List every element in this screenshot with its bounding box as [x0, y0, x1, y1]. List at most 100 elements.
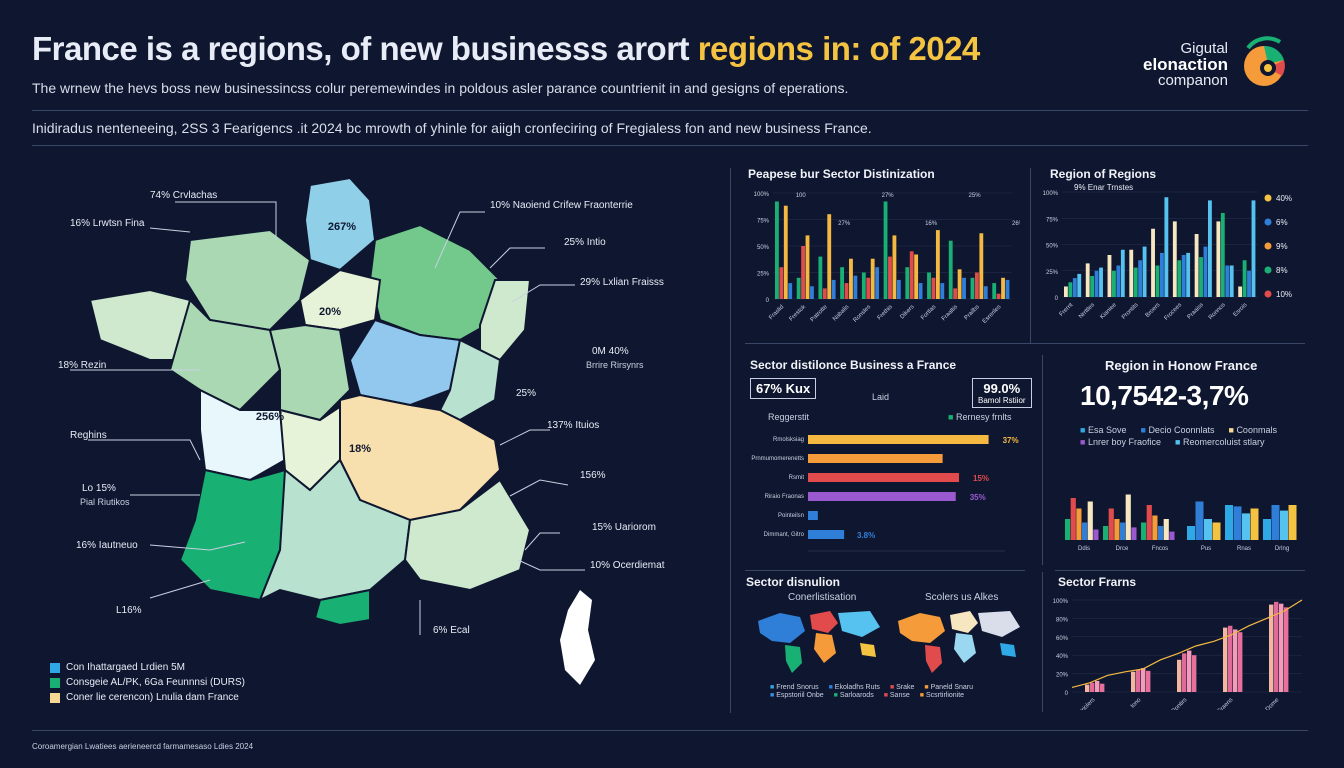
bar: [827, 214, 832, 299]
panel-title: Region in Honow France: [1105, 358, 1258, 373]
map-label: Pial Riutikos: [80, 497, 130, 507]
x-tick-label: Drce: [1116, 546, 1129, 552]
stat-box-right: 99.0% Bamol Rstiior: [972, 378, 1032, 408]
legend-item: ■ Coonmals: [1228, 425, 1277, 435]
bar: [953, 288, 958, 299]
legend-dot: [1264, 218, 1272, 226]
data-label: 27%: [838, 221, 851, 227]
y-tick-label: 60%: [1056, 636, 1069, 642]
x-tick-label: Iono: [1130, 697, 1143, 710]
bar: [861, 272, 866, 299]
bar: [914, 254, 919, 299]
map-label: 16% Iautneuo: [76, 540, 138, 551]
stat-mid: Laid: [872, 392, 890, 402]
bar: [1195, 501, 1204, 540]
bar: [1186, 252, 1191, 297]
page-title: France is a regions, of new businesss ar…: [32, 30, 980, 67]
map-title: Scolers us Alkes: [925, 592, 999, 603]
chart-subtitle: Reggerstit: [768, 412, 810, 422]
legend-swatch: [50, 677, 60, 688]
bar: [1005, 279, 1010, 299]
y-tick-label: 25%: [757, 272, 770, 278]
bar: [927, 272, 931, 299]
brand-logo: Gigutal elonaction companon: [1143, 36, 1296, 94]
bar: [1108, 508, 1114, 540]
region-south: [258, 458, 412, 603]
panel-title: Sector Frarns: [1058, 575, 1137, 589]
bar: [1158, 526, 1164, 540]
legend-item: Consgeie AL/PK, 6Ga Feunnnsi (DURS): [50, 675, 245, 690]
divider: [32, 145, 1308, 146]
bar: [1250, 508, 1259, 540]
map-label: 137% Ituios: [547, 420, 600, 431]
bar: [1233, 506, 1242, 540]
data-label: 37%: [1003, 436, 1019, 445]
bar: [1288, 505, 1297, 540]
divider: [1042, 355, 1043, 565]
map-label: L16%: [116, 605, 142, 616]
x-tick-label: Dikers: [899, 304, 915, 320]
x-tick-label: Pus: [1201, 546, 1211, 552]
bar: [1194, 234, 1199, 297]
big-kpi: 10,7542-3,7%: [1080, 380, 1249, 411]
chart-p2: 0 25% 50% 75% 100% Frernt Nrrttles Kianiee Pront…: [1043, 183, 1292, 322]
bar: [948, 240, 953, 299]
bar: [1114, 519, 1120, 540]
bar: [1099, 267, 1103, 297]
bar: [940, 283, 945, 299]
bar: [783, 205, 788, 299]
bar: [1160, 252, 1164, 297]
region-burgundy: [348, 318, 462, 407]
divider: [745, 343, 1305, 344]
bar: [1177, 659, 1182, 692]
bar: [1220, 213, 1225, 297]
bar: [1208, 200, 1212, 297]
page-description: Inidiradus nenteneeing, 2SS 3 Fearigencs…: [32, 120, 872, 136]
bar: [1146, 505, 1152, 540]
bar: [1070, 498, 1076, 540]
x-tick-label: Fraslid: [768, 304, 785, 321]
legend-item: ■ Reomercoluist stlary: [1175, 437, 1265, 447]
x-tick-label: Frethis: [877, 304, 894, 321]
y-tick-label: Rmolsksiag: [773, 437, 804, 443]
map-label: 6% Ecal: [433, 625, 470, 636]
bar: [883, 201, 888, 299]
chart-p3: Rmolsksiag 37% Prnmumomerenetts Rsmit 15% Rir…: [751, 435, 1019, 552]
x-tick-label: Prontits: [1121, 302, 1140, 321]
legend-item: ■ Frend Snorus: [770, 684, 819, 691]
bar: [1269, 604, 1274, 692]
y-tick-label: 100%: [754, 192, 770, 198]
top-label: 9% Enar Trnstes: [1074, 183, 1133, 192]
bar: [1116, 265, 1121, 297]
legend-label: 9%: [1276, 242, 1288, 251]
bar: [1095, 680, 1100, 692]
bar: [888, 256, 892, 299]
bar: [1242, 260, 1247, 297]
france-map: 267% 20% 256% 18%: [70, 176, 595, 685]
divider: [32, 110, 1308, 111]
bar: [909, 251, 914, 299]
legend-dot: [1264, 290, 1272, 298]
legend-swatch: ■: [1175, 437, 1181, 447]
bar: [1120, 249, 1125, 297]
y-tick-label: 0: [1055, 296, 1059, 302]
bar: [1155, 265, 1160, 297]
legend-swatch: [50, 692, 60, 703]
bar: [1251, 200, 1256, 297]
bar: [1131, 671, 1136, 692]
bar: [1204, 519, 1212, 540]
map-legend: Con Ihattargaed Lrdien 5M Consgeie AL/PK…: [50, 660, 245, 705]
bar: [931, 277, 936, 299]
bar: [866, 277, 871, 299]
bar: [775, 201, 779, 299]
y-tick-label: 50%: [1046, 244, 1059, 250]
bar: [1120, 522, 1126, 540]
bar: [1138, 260, 1143, 297]
bar: [788, 283, 793, 299]
y-tick-label: Riraio Fraonas: [765, 494, 804, 500]
data-label: 16%: [925, 221, 938, 227]
bar: [810, 286, 814, 299]
bar: [935, 230, 940, 299]
bar: [1263, 519, 1271, 540]
x-tick-label: Drlng: [1275, 546, 1289, 552]
